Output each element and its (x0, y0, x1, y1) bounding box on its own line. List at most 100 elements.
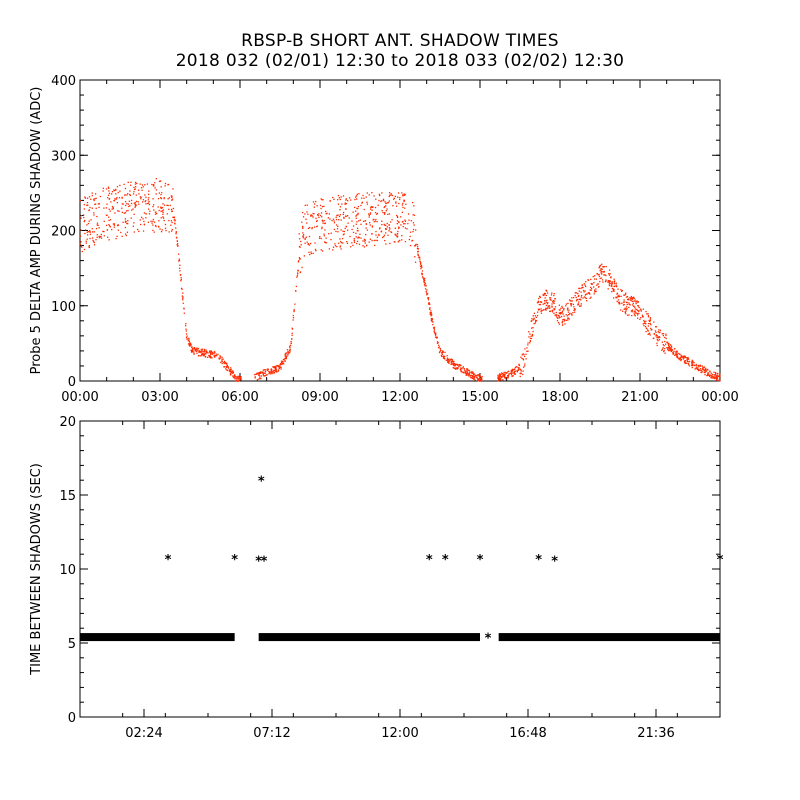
panel-1-point (659, 331, 661, 333)
panel-1-point (647, 330, 649, 332)
panel-1-point (263, 369, 265, 371)
panel-1-point (432, 321, 434, 323)
panel-1-point (549, 297, 551, 299)
panel-1-point (143, 212, 146, 214)
panel-1-point (324, 222, 327, 224)
panel-1-point (710, 375, 713, 377)
panel-1-point (124, 200, 127, 203)
panel-1-point (499, 374, 502, 377)
panel-1-point (385, 224, 387, 227)
panel-1-point (633, 300, 635, 302)
panel-1-point (704, 369, 707, 371)
panel-1-point (219, 356, 222, 358)
panel-1-point (262, 371, 264, 373)
panel-1-point (320, 237, 322, 240)
panel-1-point (527, 350, 529, 352)
panel-1-point (600, 270, 603, 273)
panel-1-point (545, 289, 547, 292)
panel-1-point (338, 219, 340, 221)
panel-1-point (384, 212, 386, 214)
panel-1-point (542, 294, 545, 296)
panel-1-point (544, 297, 546, 299)
panel-1-point (162, 209, 165, 211)
panel-2-baseline (258, 633, 480, 642)
panel-1-point (700, 369, 703, 372)
panel-1-point (663, 345, 665, 347)
panel-1-point (527, 342, 529, 344)
panel-1-point (143, 224, 146, 226)
panel-1-point (392, 205, 394, 207)
panel-1-point (595, 290, 597, 293)
panel-1-point (266, 368, 269, 370)
panel-1-point (143, 220, 145, 223)
panel-1-point (193, 348, 195, 350)
panel-1-point (228, 369, 231, 371)
panel-1-point (453, 367, 455, 369)
panel-1-point (259, 371, 261, 373)
panel-1-point (224, 362, 226, 365)
panel-1-point (709, 370, 711, 372)
panel-1-point (340, 240, 342, 243)
panel-1-point (557, 321, 560, 324)
panel-1-point (160, 210, 162, 213)
panel-1-point (397, 196, 399, 198)
panel-1-point (205, 349, 207, 351)
panel-1-point (187, 338, 189, 340)
panel-1-point (277, 369, 280, 371)
panel-1-point (385, 210, 387, 212)
panel-1-point (322, 222, 324, 224)
panel-1-point (561, 324, 564, 326)
panel-1-point (599, 277, 601, 280)
panel-1-point (609, 273, 611, 275)
panel-1-point (636, 312, 639, 315)
panel-1-point (178, 260, 180, 262)
panel-1-point (536, 315, 539, 317)
panel-1-point (561, 321, 564, 323)
panel-1-point (351, 242, 353, 244)
panel-1-point (551, 311, 554, 313)
panel-1-point (296, 276, 298, 278)
panel-1-point (294, 303, 296, 305)
panel-1-point (175, 233, 177, 235)
panel-1-point (646, 313, 648, 315)
panel-1-point (586, 300, 588, 302)
panel-1-point (404, 219, 406, 221)
panel-1-point (580, 294, 583, 297)
panel-1-point (357, 212, 359, 215)
panel-1-point (394, 241, 396, 243)
panel-1-point (378, 193, 381, 196)
panel-1-point (540, 312, 543, 314)
panel-1-point (272, 366, 274, 368)
panel-1-point (453, 363, 455, 365)
panel-1-point (374, 220, 377, 222)
panel-1-point (416, 244, 419, 246)
panel-1-point (103, 207, 105, 209)
panel-1-point (439, 349, 442, 351)
panel-1-point (424, 282, 426, 284)
panel-1-point (357, 213, 359, 216)
panel-1-point (640, 309, 642, 311)
panel-1-point (555, 311, 557, 314)
panel-1-point (158, 180, 161, 182)
panel-1-point (348, 217, 350, 219)
panel-1-point (397, 230, 399, 233)
panel-1-point (285, 352, 287, 354)
panel-1-point (539, 296, 541, 298)
panel-1-point (580, 305, 582, 307)
panel-1-point (471, 377, 474, 379)
panel-1-point (478, 374, 480, 376)
panel-1-point (659, 329, 662, 331)
panel-1-point (479, 379, 482, 381)
panel-1-point (670, 349, 672, 351)
panel-1-point (571, 297, 573, 299)
panel-1-point (108, 187, 110, 189)
panel-1-point (393, 197, 396, 199)
panel-1-point (632, 296, 634, 299)
panel-1-point (307, 213, 309, 215)
panel-1-point (497, 377, 499, 380)
panel-1-point (306, 222, 308, 224)
panel-1-point (302, 232, 304, 234)
panel-1-point (339, 246, 341, 248)
panel-1-xtick-label: 21:00 (621, 390, 658, 405)
panel-1-point (632, 302, 634, 304)
